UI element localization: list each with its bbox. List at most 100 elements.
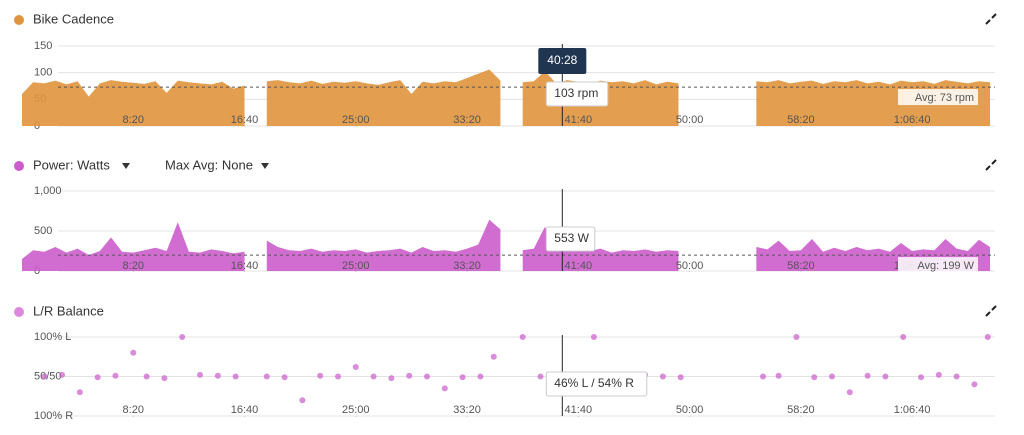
average-label: Avg: 199 W: [917, 260, 974, 272]
point: [161, 375, 168, 382]
chart-title: L/R Balance: [33, 303, 104, 318]
tooltip: 46% L / 54% R: [554, 376, 634, 390]
y-tick-label: 150: [34, 40, 52, 52]
chart-title: Bike Cadence: [33, 11, 114, 26]
x-tick-label: 33:20: [453, 260, 481, 272]
x-tick-label: 41:40: [565, 404, 593, 416]
series: [22, 69, 990, 126]
point: [76, 389, 83, 396]
x-tick-label: 33:20: [453, 404, 481, 416]
legend-dot: [14, 15, 24, 25]
average-label-bg: [898, 257, 978, 274]
point: [214, 372, 221, 379]
y-tick-label: 100: [34, 67, 52, 79]
dropdown-arrow[interactable]: [122, 163, 130, 169]
point: [590, 334, 597, 340]
point: [179, 334, 186, 340]
point: [864, 372, 871, 379]
point: [317, 372, 324, 379]
expand-icons[interactable]: [985, 13, 997, 317]
point: [882, 373, 889, 380]
point: [130, 349, 137, 356]
point: [112, 372, 119, 379]
point: [441, 385, 448, 392]
point: [984, 334, 991, 340]
x-tick-label: 16:40: [231, 114, 259, 126]
point: [659, 373, 666, 380]
point: [388, 375, 395, 382]
point: [41, 373, 48, 380]
x-tick-label: 50:00: [676, 260, 704, 272]
point: [406, 372, 413, 379]
y-tick-label: 1,000: [34, 185, 62, 197]
point: [334, 373, 341, 380]
y-tick-label: 500: [34, 225, 52, 237]
point: [197, 371, 204, 378]
average-label-bg: [898, 89, 978, 106]
x-tick-label: 50:00: [676, 404, 704, 416]
x-tick-label: 25:00: [342, 114, 370, 126]
tooltip-bg: [545, 81, 609, 107]
x-tick-label: 8:20: [123, 114, 144, 126]
tooltip: 553 W: [554, 231, 589, 245]
cursor-time: 40:28: [547, 53, 577, 67]
point: [477, 373, 484, 380]
tooltip-bg: [545, 371, 648, 397]
area: [266, 219, 501, 271]
series: [41, 334, 991, 404]
point: [459, 374, 466, 381]
area: [266, 69, 501, 126]
cursor-time-bg: [538, 48, 587, 74]
point: [793, 334, 800, 340]
point: [94, 374, 101, 381]
x-tick-label: 50:00: [676, 114, 704, 126]
point: [299, 397, 306, 404]
point: [232, 373, 239, 380]
x-tick-label: 8:20: [123, 260, 144, 272]
tooltip-bg: [545, 226, 596, 252]
dropdown-arrow[interactable]: [261, 163, 269, 169]
average-label: Avg: 73 rpm: [915, 92, 974, 104]
x-tick-label: 16:40: [231, 404, 259, 416]
point: [918, 374, 925, 381]
point: [263, 373, 270, 380]
area: [22, 80, 245, 126]
menu[interactable]: Max Avg: None: [165, 157, 253, 172]
x-tick-label: 41:40: [565, 260, 593, 272]
point: [424, 373, 431, 380]
point: [370, 373, 377, 380]
x-tick-label: 33:20: [453, 114, 481, 126]
x-tick-label: 58:20: [787, 404, 815, 416]
x-tick-label: 8:20: [123, 404, 144, 416]
x-tick-label: 1:06:40: [894, 114, 931, 126]
point: [846, 389, 853, 396]
point: [490, 353, 497, 360]
point: [935, 371, 942, 378]
x-tick-label: 58:20: [787, 114, 815, 126]
legend-dot: [14, 161, 24, 171]
area: [522, 226, 679, 271]
point: [59, 371, 66, 378]
series: [22, 219, 990, 271]
chart-title[interactable]: Power: Watts: [33, 157, 110, 172]
legend-dot: [14, 307, 24, 317]
x-tick-label: 16:40: [231, 260, 259, 272]
point: [829, 373, 836, 380]
x-tick-label: 25:00: [342, 404, 370, 416]
point: [519, 334, 526, 340]
x-tick-label: 1:06:40: [894, 404, 931, 416]
y-tick-label: 50/50: [34, 370, 62, 382]
x-tick-label: 41:40: [565, 114, 593, 126]
point: [900, 334, 907, 340]
point: [811, 374, 818, 381]
x-tick-label: 25:00: [342, 260, 370, 272]
y-tick-label: 100% L: [34, 331, 71, 343]
x-tick-label: 58:20: [787, 260, 815, 272]
point: [143, 373, 150, 380]
point: [953, 373, 960, 380]
point: [677, 374, 684, 381]
point: [971, 381, 978, 388]
point: [352, 364, 359, 371]
point: [760, 373, 767, 380]
